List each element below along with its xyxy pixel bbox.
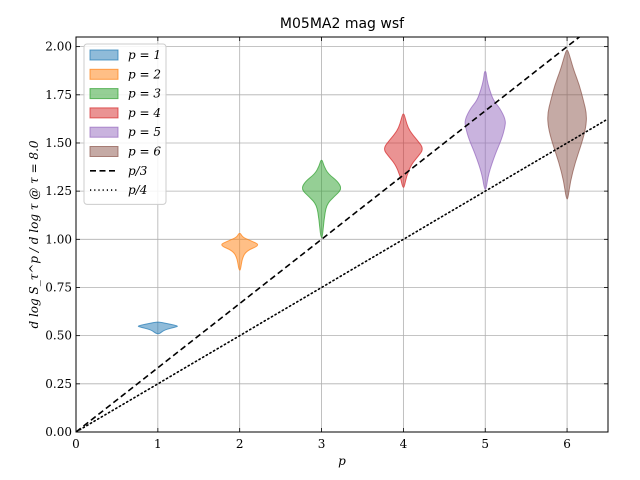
y-tick-label: 1.50 bbox=[45, 136, 72, 150]
y-tick-label: 1.25 bbox=[45, 184, 72, 198]
x-tick-label: 5 bbox=[481, 437, 489, 451]
legend-swatch bbox=[89, 126, 119, 138]
violin-p3 bbox=[301, 159, 342, 238]
y-tick-label: 0.25 bbox=[45, 377, 72, 391]
violin-p1 bbox=[137, 321, 178, 335]
violin-p2 bbox=[221, 233, 259, 271]
legend-label: p = 2 bbox=[128, 67, 161, 81]
violin-p5 bbox=[464, 71, 506, 190]
legend-label: p = 1 bbox=[128, 48, 161, 62]
plot-frame bbox=[75, 36, 609, 433]
y-tick-label: 1.75 bbox=[45, 88, 72, 102]
legend-swatch bbox=[89, 68, 119, 80]
y-axis-label-text: d log S_τ^p / d log τ @ τ = 8.0 bbox=[27, 140, 41, 328]
chart-title: M05MA2 mag wsf bbox=[280, 16, 405, 32]
legend-swatch bbox=[89, 146, 119, 157]
legend-label: p/4 bbox=[128, 183, 147, 197]
x-tick-label: 2 bbox=[236, 437, 244, 451]
y-tick-label: 2.00 bbox=[45, 40, 72, 54]
y-tick-label: 0.75 bbox=[45, 280, 72, 294]
violins bbox=[137, 49, 587, 335]
y-axis-label: d log S_τ^p / d log τ @ τ = 8.0 bbox=[27, 140, 41, 328]
legend-swatch bbox=[89, 49, 119, 61]
legend: p = 1 p = 2 p = 3 p = 4 p = 5 p = 6 p/3 p/4 bbox=[83, 43, 167, 205]
legend-label: p = 5 bbox=[128, 125, 161, 139]
y-tick-label: 0.50 bbox=[45, 329, 72, 343]
legend-box bbox=[83, 43, 167, 205]
y-tick-label: 0.00 bbox=[45, 425, 72, 439]
legend-label: p = 6 bbox=[128, 145, 161, 159]
x-axis-label: p bbox=[338, 454, 346, 468]
x-tick-label: 1 bbox=[154, 437, 162, 451]
ref-line-p-over-3 bbox=[76, 37, 581, 432]
violin-p4 bbox=[384, 113, 423, 188]
violin-p6 bbox=[547, 49, 587, 200]
y-tick-label: 1.00 bbox=[45, 232, 72, 246]
x-tick-label: 0 bbox=[72, 437, 80, 451]
legend-label: p = 4 bbox=[128, 106, 161, 120]
reference-lines bbox=[76, 37, 608, 432]
x-tick-label: 3 bbox=[318, 437, 326, 451]
legend-swatch bbox=[89, 88, 119, 100]
legend-swatch bbox=[89, 107, 119, 119]
y-axis-ticks: 0.00 0.25 0.50 0.75 1.00 1.25 1.50 1.75 2.00 bbox=[45, 40, 608, 439]
x-tick-label: 4 bbox=[400, 437, 408, 451]
x-axis-ticks: 0 1 2 3 4 5 6 bbox=[72, 37, 571, 451]
legend-label: p = 3 bbox=[128, 87, 161, 101]
legend-label: p/3 bbox=[128, 164, 148, 178]
x-tick-label: 6 bbox=[563, 437, 571, 451]
